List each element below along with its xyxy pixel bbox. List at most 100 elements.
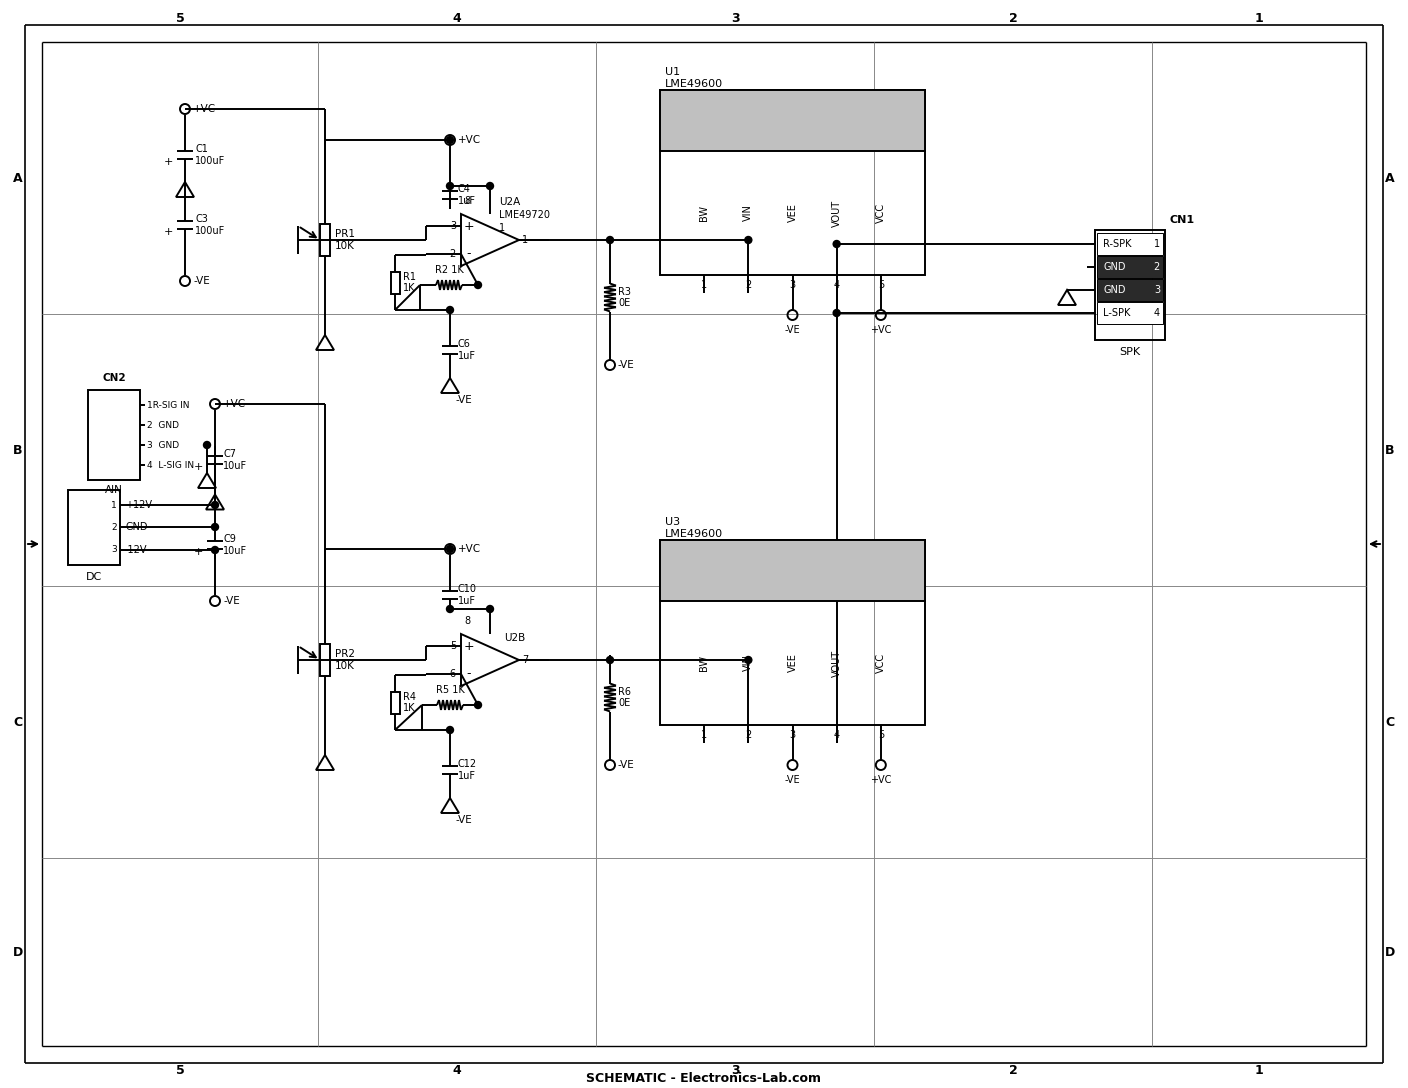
Text: 4: 4: [452, 12, 462, 25]
Text: -: -: [466, 668, 472, 680]
Text: C4
1uF: C4 1uF: [458, 184, 476, 206]
Text: +: +: [163, 157, 173, 166]
Circle shape: [474, 702, 482, 708]
Text: GND: GND: [125, 522, 148, 532]
Bar: [1097, 256, 1163, 279]
Text: VIN: VIN: [743, 655, 753, 671]
Text: U1: U1: [665, 67, 680, 77]
Text: DC: DC: [86, 572, 103, 582]
Text: 4: 4: [452, 1063, 462, 1076]
Text: 3: 3: [790, 730, 796, 740]
Text: 2  GND: 2 GND: [146, 420, 179, 430]
Bar: [660, 540, 925, 601]
Text: 2: 2: [111, 522, 117, 532]
Text: 2: 2: [449, 249, 456, 259]
Text: C9
10uF: C9 10uF: [222, 534, 248, 556]
Text: -: -: [466, 247, 472, 260]
Text: 2: 2: [1008, 1063, 1018, 1076]
Text: +VC: +VC: [870, 325, 891, 335]
Text: 1: 1: [1255, 1063, 1263, 1076]
Text: 4: 4: [1155, 308, 1160, 318]
Text: R1
1K: R1 1K: [403, 272, 415, 294]
Text: C3
100uF: C3 100uF: [194, 214, 225, 236]
Text: R4
1K: R4 1K: [403, 692, 415, 714]
Text: C1
100uF: C1 100uF: [194, 145, 225, 165]
Text: 4  L-SIG IN: 4 L-SIG IN: [146, 460, 194, 470]
Bar: [660, 90, 925, 151]
Text: 5: 5: [176, 1063, 184, 1076]
Text: 1: 1: [1155, 239, 1160, 249]
Text: R6
0E: R6 0E: [618, 687, 631, 708]
Text: A: A: [13, 172, 23, 185]
Bar: [68, 490, 120, 565]
Bar: [1097, 233, 1163, 255]
Text: LME49600: LME49600: [665, 79, 724, 89]
Text: VOUT: VOUT: [832, 199, 842, 226]
Text: AIN: AIN: [106, 485, 122, 495]
Bar: [87, 390, 139, 480]
Text: +VC: +VC: [458, 544, 482, 554]
Text: VIN: VIN: [743, 205, 753, 222]
Text: +VC: +VC: [870, 775, 891, 786]
Text: 3: 3: [1155, 285, 1160, 295]
Text: VOUT: VOUT: [832, 650, 842, 677]
Text: 1R-SIG IN: 1R-SIG IN: [146, 400, 190, 409]
Text: BW: BW: [700, 655, 710, 671]
Bar: [660, 540, 925, 725]
Circle shape: [834, 240, 841, 247]
Circle shape: [446, 183, 453, 189]
Text: 3: 3: [731, 12, 739, 25]
Bar: [320, 644, 329, 676]
Text: 1: 1: [1255, 12, 1263, 25]
Circle shape: [446, 545, 453, 553]
Text: U2B: U2B: [504, 633, 525, 643]
Text: 4: 4: [834, 730, 839, 740]
Text: 4: 4: [834, 280, 839, 290]
Text: D: D: [1385, 945, 1395, 959]
Text: VEE: VEE: [787, 654, 797, 672]
Text: -VE: -VE: [618, 360, 635, 370]
Text: +: +: [194, 547, 203, 557]
Text: D: D: [13, 945, 23, 959]
Text: BW: BW: [700, 205, 710, 221]
Text: B: B: [1385, 444, 1395, 457]
Text: 3: 3: [731, 1063, 739, 1076]
Text: 8: 8: [465, 196, 470, 206]
Text: VCC: VCC: [876, 203, 886, 223]
Text: 2: 2: [745, 280, 752, 290]
Bar: [1097, 302, 1163, 324]
Text: 6: 6: [451, 669, 456, 679]
Text: 1: 1: [701, 280, 707, 290]
Text: PR2
10K: PR2 10K: [335, 650, 355, 671]
Text: C10
1uF: C10 1uF: [458, 584, 477, 606]
Text: CN2: CN2: [103, 373, 125, 383]
Text: U2A: U2A: [498, 197, 520, 207]
Text: LME49600: LME49600: [665, 529, 724, 539]
Text: R3
0E: R3 0E: [618, 287, 631, 308]
Text: R2 1K: R2 1K: [435, 265, 463, 275]
Text: 5: 5: [877, 730, 884, 740]
Circle shape: [211, 523, 218, 531]
Text: B: B: [13, 444, 23, 457]
Bar: [390, 692, 400, 714]
Text: GND: GND: [1102, 262, 1125, 272]
Text: R5 1K: R5 1K: [435, 685, 465, 695]
Text: SCHEMATIC - Electronics-Lab.com: SCHEMATIC - Electronics-Lab.com: [587, 1072, 821, 1085]
Text: -VE: -VE: [784, 775, 800, 786]
Text: -VE: -VE: [618, 761, 635, 770]
Circle shape: [745, 656, 752, 664]
Text: PR1
10K: PR1 10K: [335, 230, 355, 251]
Text: CN1: CN1: [1170, 215, 1195, 225]
Text: -12V: -12V: [125, 545, 148, 555]
Text: 3: 3: [451, 221, 456, 231]
Circle shape: [446, 727, 453, 733]
Text: A: A: [1385, 172, 1395, 185]
Text: GND: GND: [1102, 285, 1125, 295]
Circle shape: [211, 502, 218, 508]
Text: 2: 2: [745, 730, 752, 740]
Text: 1: 1: [701, 730, 707, 740]
Text: SPK: SPK: [1119, 347, 1140, 357]
Text: VEE: VEE: [787, 203, 797, 222]
Text: C12
1uF: C12 1uF: [458, 759, 477, 781]
Text: +: +: [463, 220, 474, 233]
